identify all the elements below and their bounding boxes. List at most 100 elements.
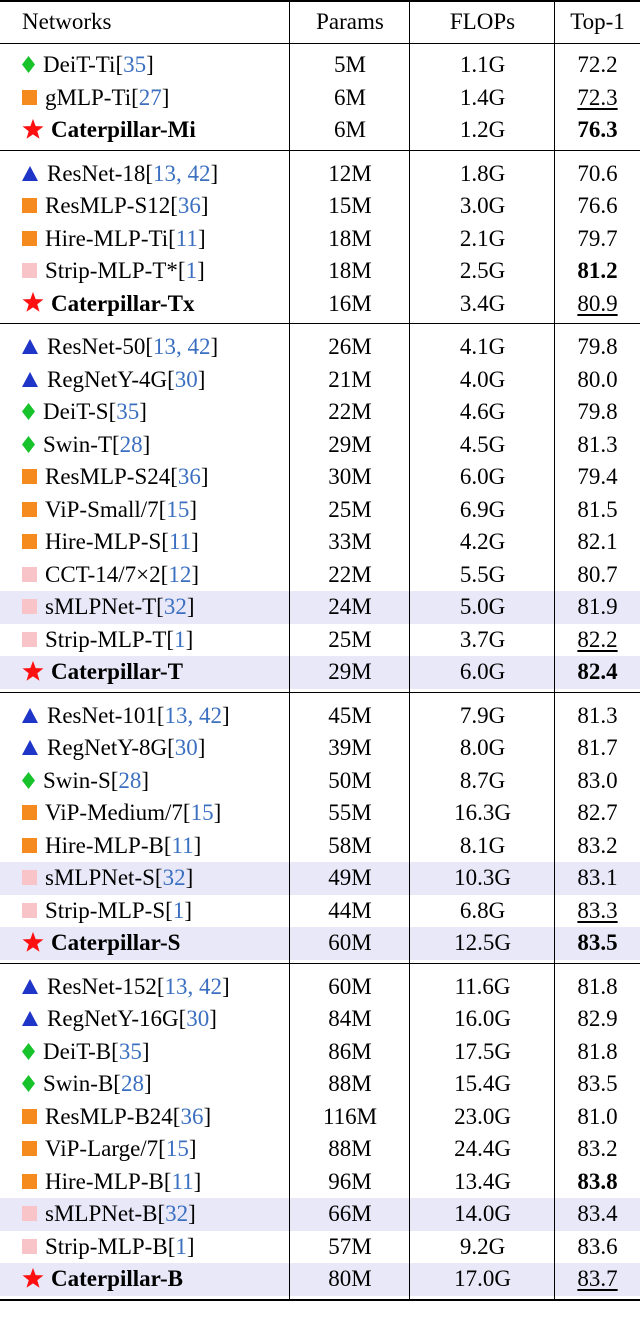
network-name: ResNet-152 xyxy=(47,973,157,999)
group-separator xyxy=(0,323,640,324)
params-cell: 26M xyxy=(328,334,372,359)
table-row: Caterpillar-Tx 16M 3.4G 80.9 xyxy=(0,288,640,321)
network-cell: ViP-Medium/7[15] xyxy=(22,797,221,830)
citation-reference: [11] xyxy=(168,225,206,251)
table-row: ViP-Medium/7[15] 55M 16.3G 82.7 xyxy=(0,797,640,830)
params-cell: 55M xyxy=(328,800,372,825)
citation-reference: [32] xyxy=(154,865,194,890)
top1-cell: 79.8 xyxy=(577,399,618,424)
network-name: gMLP-Ti xyxy=(45,84,132,110)
orange-square-icon xyxy=(22,89,37,105)
top1-cell: 83.3 xyxy=(577,897,618,923)
orange-square-icon xyxy=(22,837,37,853)
flops-cell: 8.0G xyxy=(459,735,506,760)
top1-cell: 79.8 xyxy=(577,334,618,359)
orange-square-icon xyxy=(22,198,37,214)
network-cell: sMLPNet-T[32] xyxy=(22,591,195,624)
citation-reference: [11] xyxy=(163,1168,202,1194)
flops-cell: 6.0G xyxy=(459,659,506,684)
top1-cell: 83.1 xyxy=(577,865,618,890)
network-cell: DeiT-B[35] xyxy=(22,1036,150,1069)
citation-reference: [1] xyxy=(165,897,192,923)
params-cell: 80M xyxy=(328,1266,372,1291)
top1-cell: 76.6 xyxy=(577,193,618,218)
pink-square-icon xyxy=(22,902,37,918)
flops-cell: 6.9G xyxy=(459,496,506,522)
citation-reference: [1] xyxy=(177,258,205,283)
params-cell: 60M xyxy=(328,973,372,999)
red-star-icon xyxy=(22,292,44,312)
green-diamond-icon xyxy=(22,1042,35,1060)
network-name: sMLPNet-B xyxy=(45,1201,158,1226)
flops-cell: 6.8G xyxy=(459,897,506,923)
table-row: Caterpillar-B 80M 17.0G 83.7 xyxy=(0,1263,640,1296)
header-row: Networks Params FLOPs Top-1 xyxy=(0,6,640,39)
top1-cell: 82.7 xyxy=(577,800,618,825)
params-cell: 24M xyxy=(328,594,372,619)
table-row: Hire-MLP-S[11] 33M 4.2G 82.1 xyxy=(0,526,640,559)
top1-cell: 80.7 xyxy=(577,561,618,587)
network-name: ResNet-50 xyxy=(47,334,146,359)
citation-reference: [32] xyxy=(157,1201,196,1226)
params-cell: 58M xyxy=(328,832,372,858)
network-cell: Swin-S[28] xyxy=(22,765,149,798)
params-cell: 22M xyxy=(328,399,372,424)
citation-reference: [11] xyxy=(163,832,202,858)
citation-reference: [15] xyxy=(182,800,222,825)
top1-cell: 83.5 xyxy=(577,930,618,955)
network-name: Caterpillar-B xyxy=(51,1266,184,1291)
flops-cell: 13.4G xyxy=(454,1168,511,1194)
flops-cell: 15.4G xyxy=(454,1071,511,1096)
network-cell: Caterpillar-B xyxy=(22,1263,183,1296)
top1-cell: 83.5 xyxy=(577,1071,618,1096)
flops-cell: 16.0G xyxy=(454,1006,511,1031)
network-cell: sMLPNet-S[32] xyxy=(22,862,193,895)
network-cell: Caterpillar-S xyxy=(22,927,180,960)
top1-cell: 70.6 xyxy=(577,160,618,186)
top1-cell: 81.7 xyxy=(577,735,618,760)
group-separator xyxy=(0,963,640,964)
citation-reference: [28] xyxy=(113,1071,152,1096)
params-cell: 39M xyxy=(328,735,372,760)
network-cell: Strip-MLP-T*[1] xyxy=(22,255,205,288)
top1-cell: 79.7 xyxy=(577,225,618,251)
table-row: Strip-MLP-T[1] 25M 3.7G 82.2 xyxy=(0,624,640,657)
network-name: sMLPNet-T xyxy=(45,594,157,619)
green-diamond-icon xyxy=(22,403,35,421)
citation-reference: [13, 42] xyxy=(145,334,219,359)
top1-cell: 83.6 xyxy=(577,1233,618,1259)
top1-cell: 83.7 xyxy=(577,1266,618,1291)
flops-cell: 11.6G xyxy=(454,973,511,999)
network-name: Strip-MLP-B xyxy=(45,1233,168,1259)
citation-reference: [30] xyxy=(167,366,206,392)
network-name: Caterpillar-S xyxy=(51,930,181,955)
flops-cell: 17.0G xyxy=(454,1266,511,1291)
blue-triangle-icon xyxy=(22,740,38,756)
network-cell: ResNet-50[13, 42] xyxy=(22,331,218,364)
flops-cell: 3.0G xyxy=(459,193,506,218)
citation-reference: [30] xyxy=(167,735,206,760)
top1-cell: 72.2 xyxy=(577,52,618,77)
network-cell: Hire-MLP-B[11] xyxy=(22,1166,201,1199)
network-name: Caterpillar-Tx xyxy=(51,290,195,316)
network-name: ResMLP-S12 xyxy=(45,193,171,218)
flops-cell: 4.0G xyxy=(459,366,506,392)
table-row: Hire-MLP-B[11] 58M 8.1G 83.2 xyxy=(0,830,640,863)
params-cell: 49M xyxy=(328,865,372,890)
top1-cell: 81.3 xyxy=(577,702,618,728)
table-row: ViP-Large/7[15] 88M 24.4G 83.2 xyxy=(0,1133,640,1166)
table-row: ResMLP-B24[36] 116M 23.0G 81.0 xyxy=(0,1101,640,1134)
citation-reference: [35] xyxy=(111,1038,150,1064)
bottom-rule xyxy=(0,1299,640,1301)
flops-cell: 2.1G xyxy=(459,225,506,251)
citation-reference: [13, 42] xyxy=(145,160,219,186)
orange-square-icon xyxy=(22,1108,37,1124)
top1-cell: 82.2 xyxy=(577,626,618,652)
network-cell: Hire-MLP-B[11] xyxy=(22,830,201,863)
pink-square-icon xyxy=(22,566,37,582)
flops-cell: 4.2G xyxy=(459,529,506,554)
network-cell: DeiT-S[35] xyxy=(22,396,147,429)
flops-cell: 24.4G xyxy=(454,1136,511,1161)
table-row: RegNetY-8G[30] 39M 8.0G 81.7 xyxy=(0,732,640,765)
flops-cell: 16.3G xyxy=(454,800,511,825)
